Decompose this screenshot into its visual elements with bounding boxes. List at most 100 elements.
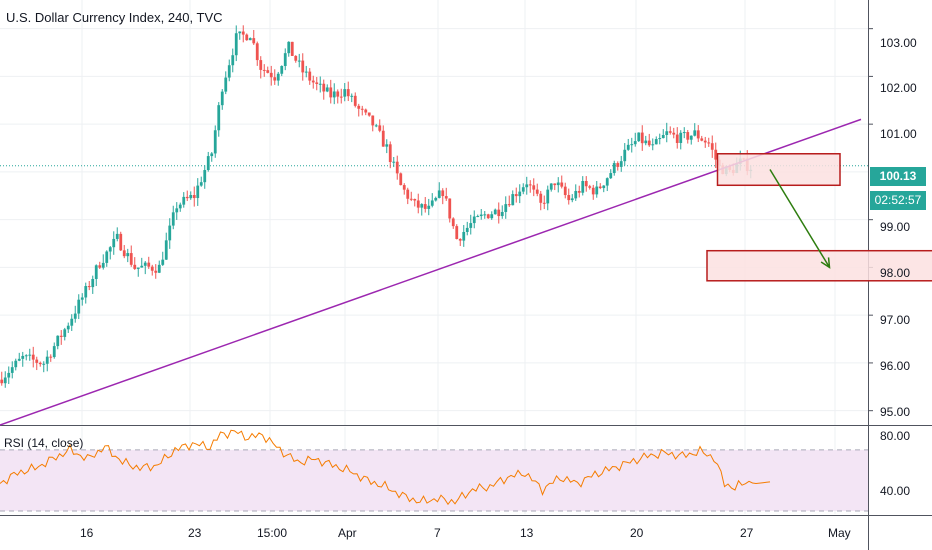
candle-body bbox=[630, 144, 634, 146]
candle-body bbox=[115, 233, 119, 239]
candle-body bbox=[112, 238, 116, 248]
candle-body bbox=[129, 253, 133, 265]
candle-body bbox=[133, 264, 137, 269]
time-label: 15:00 bbox=[257, 526, 288, 540]
candle-body bbox=[140, 265, 144, 268]
candle-body bbox=[182, 196, 186, 205]
candle-body bbox=[402, 185, 406, 190]
candle-body bbox=[126, 253, 130, 257]
candle-body bbox=[413, 199, 417, 201]
time-label: May bbox=[828, 526, 851, 540]
candle-body bbox=[455, 226, 459, 239]
candle-body bbox=[14, 360, 18, 368]
chart-title: U.S. Dollar Currency Index, 240, TVC bbox=[6, 10, 223, 25]
candle-body bbox=[70, 318, 74, 326]
candle-body bbox=[220, 91, 224, 106]
candle-body bbox=[637, 132, 641, 142]
price-label: 95.00 bbox=[880, 405, 911, 419]
price-label: 101.00 bbox=[880, 127, 917, 141]
candle-body bbox=[441, 190, 445, 197]
price-label: 97.00 bbox=[880, 313, 911, 327]
candle-body bbox=[87, 286, 91, 288]
candle-body bbox=[682, 132, 686, 134]
candle-body bbox=[623, 149, 627, 162]
candle-body bbox=[231, 55, 235, 66]
candle-body bbox=[0, 379, 4, 384]
candle-body bbox=[98, 265, 102, 268]
candle-body bbox=[297, 60, 301, 62]
candle-body bbox=[689, 135, 693, 140]
candle-body bbox=[602, 185, 606, 189]
candle-body bbox=[378, 125, 382, 131]
price-label: 102.00 bbox=[880, 81, 917, 95]
candle-body bbox=[374, 125, 378, 127]
candle-body bbox=[329, 87, 333, 98]
candle-body bbox=[3, 377, 7, 384]
candle-body bbox=[332, 91, 336, 98]
candle-body bbox=[479, 214, 483, 217]
candle-body bbox=[154, 270, 158, 273]
price-label: 98.00 bbox=[880, 266, 911, 280]
candle-body bbox=[245, 34, 249, 41]
candle-body bbox=[304, 71, 308, 73]
candle-body bbox=[105, 251, 109, 263]
candle-body bbox=[462, 231, 466, 241]
candle-body bbox=[143, 262, 147, 266]
candle-body bbox=[364, 109, 368, 113]
candle-body bbox=[227, 65, 231, 78]
candle-body bbox=[80, 297, 84, 300]
forecast-arrow bbox=[769, 169, 831, 268]
candle-body bbox=[388, 144, 392, 163]
candle-body bbox=[171, 212, 175, 226]
candle-body bbox=[588, 186, 592, 188]
candle-body bbox=[651, 144, 655, 146]
candle-body bbox=[294, 55, 298, 61]
candle-body bbox=[31, 354, 35, 360]
candle-body bbox=[262, 69, 266, 71]
candle-body bbox=[241, 31, 245, 35]
candle-body bbox=[693, 130, 697, 136]
candle-body bbox=[518, 191, 522, 197]
candle-body bbox=[598, 186, 602, 189]
candle-body bbox=[472, 216, 476, 224]
candle-body bbox=[430, 200, 434, 206]
candle-body bbox=[420, 204, 424, 208]
candle-body bbox=[577, 190, 581, 193]
candle-body bbox=[301, 60, 305, 73]
candle-body bbox=[640, 132, 644, 144]
candle-body bbox=[318, 83, 322, 85]
candle-body bbox=[66, 325, 70, 330]
candle-body bbox=[325, 87, 329, 92]
candle-body bbox=[437, 190, 441, 198]
candle-body bbox=[647, 140, 651, 146]
candle-body bbox=[633, 141, 637, 145]
current-price-badge: 100.13 bbox=[870, 167, 926, 186]
candle-body bbox=[427, 205, 431, 209]
time-label: 16 bbox=[80, 526, 94, 540]
price-label: 96.00 bbox=[880, 359, 911, 373]
target-zone bbox=[706, 249, 932, 282]
candle-body bbox=[45, 356, 49, 364]
candle-body bbox=[535, 189, 539, 194]
candle-body bbox=[357, 105, 361, 109]
candle-body bbox=[315, 82, 319, 84]
candle-body bbox=[199, 182, 203, 186]
candle-body bbox=[710, 143, 714, 150]
candle-body bbox=[210, 153, 214, 157]
time-label: 13 bbox=[520, 526, 534, 540]
candle-body bbox=[395, 161, 399, 174]
candle-body bbox=[189, 195, 193, 199]
candle-body bbox=[679, 132, 683, 143]
candle-body bbox=[287, 41, 291, 54]
candle-body bbox=[451, 218, 455, 227]
candle-body bbox=[10, 367, 14, 373]
candle-body bbox=[203, 170, 207, 183]
candle-body bbox=[595, 186, 599, 195]
candle-body bbox=[122, 250, 126, 257]
candle-body bbox=[371, 115, 375, 126]
candle-body bbox=[42, 363, 46, 365]
candle-body bbox=[686, 132, 690, 140]
candle-body bbox=[546, 189, 550, 204]
candle-body bbox=[444, 196, 448, 199]
